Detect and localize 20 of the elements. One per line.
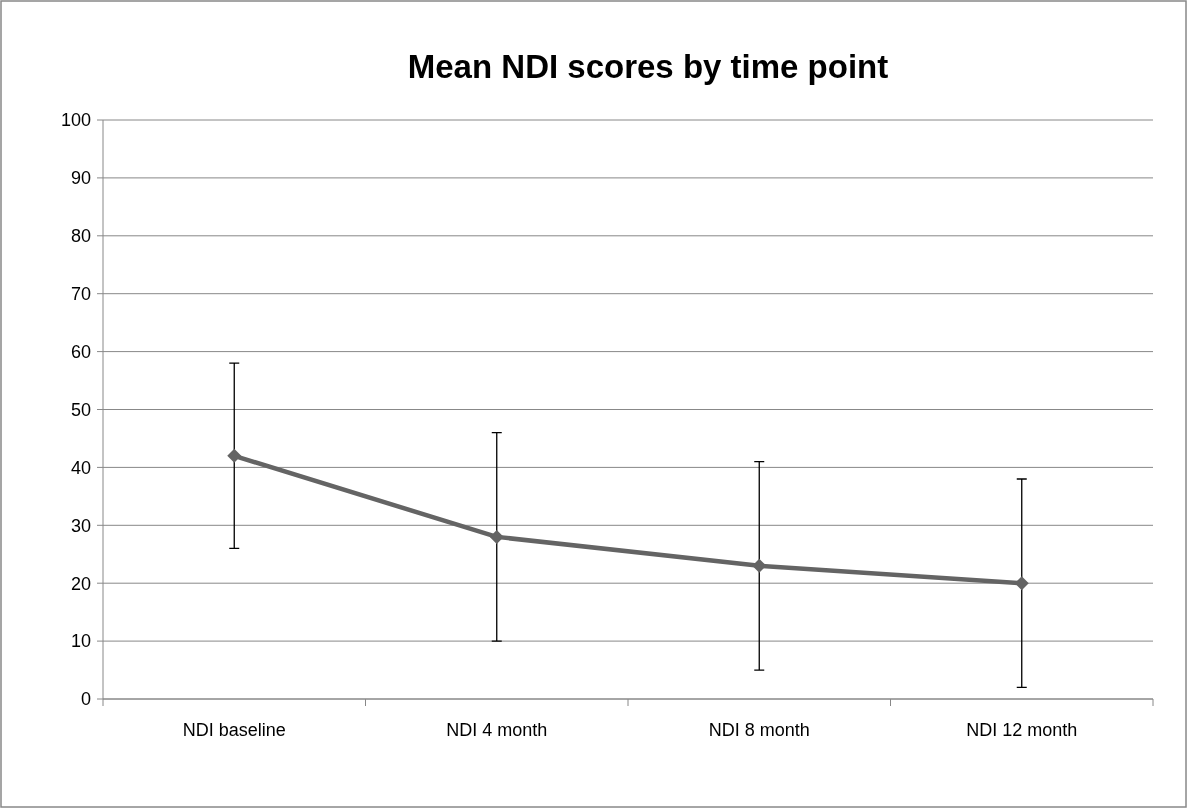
x-tick-label: NDI 12 month <box>966 720 1078 740</box>
point <box>489 529 504 544</box>
x-tick-label: NDI 8 month <box>708 720 810 740</box>
y-tick-label: 80 <box>70 226 91 247</box>
x-tick-label: NDI 4 month <box>446 720 548 740</box>
x-tick-label: NDI baseline <box>182 720 286 740</box>
point <box>1014 576 1029 591</box>
y-tick-label: 60 <box>70 341 91 362</box>
chart-title: Mean NDI scores by time point <box>407 48 889 85</box>
y-tick-label: 70 <box>70 284 91 304</box>
y-tick-label: 40 <box>70 457 91 478</box>
point <box>752 558 767 573</box>
y-tick-label: 50 <box>70 399 91 420</box>
y-tick-label: 20 <box>70 573 91 594</box>
y-tick-label: 0 <box>80 689 91 710</box>
y-tick-label: 100 <box>60 110 91 131</box>
point <box>227 448 242 463</box>
y-tick-label: 90 <box>70 168 91 189</box>
y-tick-label: 10 <box>70 631 91 652</box>
y-tick-label: 30 <box>70 515 91 536</box>
